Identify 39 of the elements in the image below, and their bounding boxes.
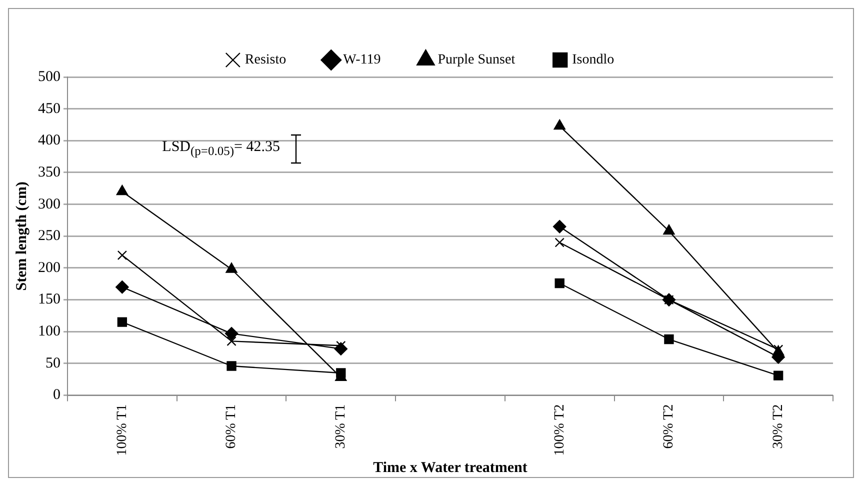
legend-label: Isondlo bbox=[572, 52, 614, 68]
x-tick-label: 100% T1 bbox=[114, 404, 130, 456]
y-tick-label: 200 bbox=[38, 260, 60, 276]
y-tick-label: 100 bbox=[38, 324, 60, 340]
legend-label: Resisto bbox=[244, 52, 286, 68]
point bbox=[226, 336, 236, 346]
point bbox=[663, 224, 675, 235]
x-tick-label: 100% T2 bbox=[552, 404, 568, 456]
y-tick-label: 150 bbox=[38, 292, 60, 308]
point bbox=[226, 262, 238, 273]
point bbox=[553, 220, 566, 234]
y-axis-title: Stem length (cm) bbox=[14, 182, 30, 291]
y-tick-label: 500 bbox=[38, 68, 60, 85]
y-tick-label: 350 bbox=[38, 164, 60, 180]
point bbox=[117, 250, 128, 260]
point bbox=[116, 184, 128, 196]
legend-label: W-119 bbox=[343, 52, 381, 68]
legend-label: Purple Sunset bbox=[438, 52, 516, 68]
point bbox=[116, 280, 129, 294]
x-tick-label: 30% T2 bbox=[770, 404, 786, 449]
point bbox=[554, 238, 564, 248]
point bbox=[664, 334, 674, 344]
point bbox=[224, 326, 238, 340]
y-tick-label: 300 bbox=[38, 196, 60, 212]
y-tick-label: 450 bbox=[38, 100, 60, 117]
x-tick-label: 60% T1 bbox=[224, 404, 240, 449]
y-tick-label: 400 bbox=[38, 132, 60, 149]
point bbox=[554, 119, 566, 130]
y-tick-label: 50 bbox=[46, 355, 60, 372]
point bbox=[117, 317, 128, 327]
y-tick-label: 0 bbox=[53, 387, 60, 404]
x-axis-title: Time x Water treatment bbox=[373, 460, 528, 476]
annotation: LSD$_{(p=0.05)}$= 42.35 bbox=[162, 139, 280, 160]
point bbox=[773, 370, 784, 380]
x-tick-label: 60% T2 bbox=[662, 404, 677, 449]
x-tick-label: 30% T1 bbox=[334, 404, 349, 449]
y-tick-label: 250 bbox=[38, 228, 60, 244]
point bbox=[554, 278, 564, 288]
point bbox=[226, 361, 236, 371]
